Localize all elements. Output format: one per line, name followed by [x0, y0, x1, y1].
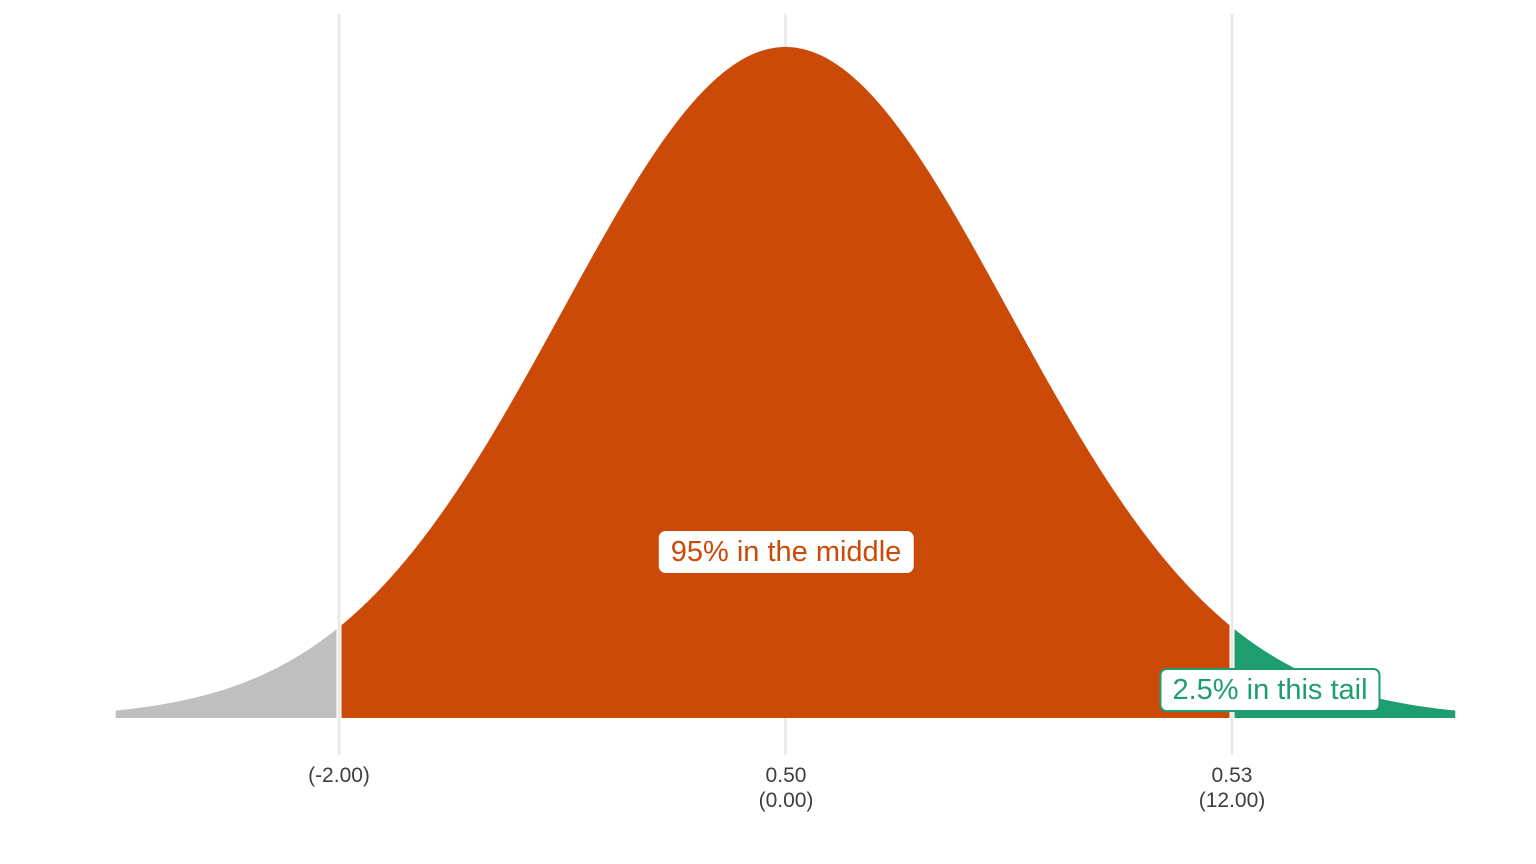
- x-tick-right-value: 0.53: [1211, 764, 1253, 787]
- curve-region-middle: [341, 47, 1230, 718]
- middle-region-label: 95% in the middle: [658, 531, 914, 573]
- x-tick-center-value: 0.50: [765, 764, 807, 787]
- x-tick-right: 0.53 (12.00): [1199, 763, 1266, 813]
- x-tick-left: (-2.00): [308, 763, 370, 788]
- right-tail-region-label: 2.5% in this tail: [1159, 668, 1381, 712]
- x-tick-right-stat: (12.00): [1198, 789, 1266, 812]
- curve-region-left-tail: [115, 629, 337, 718]
- x-tick-center-stat: (0.00): [758, 789, 814, 812]
- x-tick-left-stat: (-2.00): [308, 764, 370, 787]
- density-curve-regions: [115, 47, 1456, 718]
- x-tick-center: 0.50 (0.00): [759, 763, 814, 813]
